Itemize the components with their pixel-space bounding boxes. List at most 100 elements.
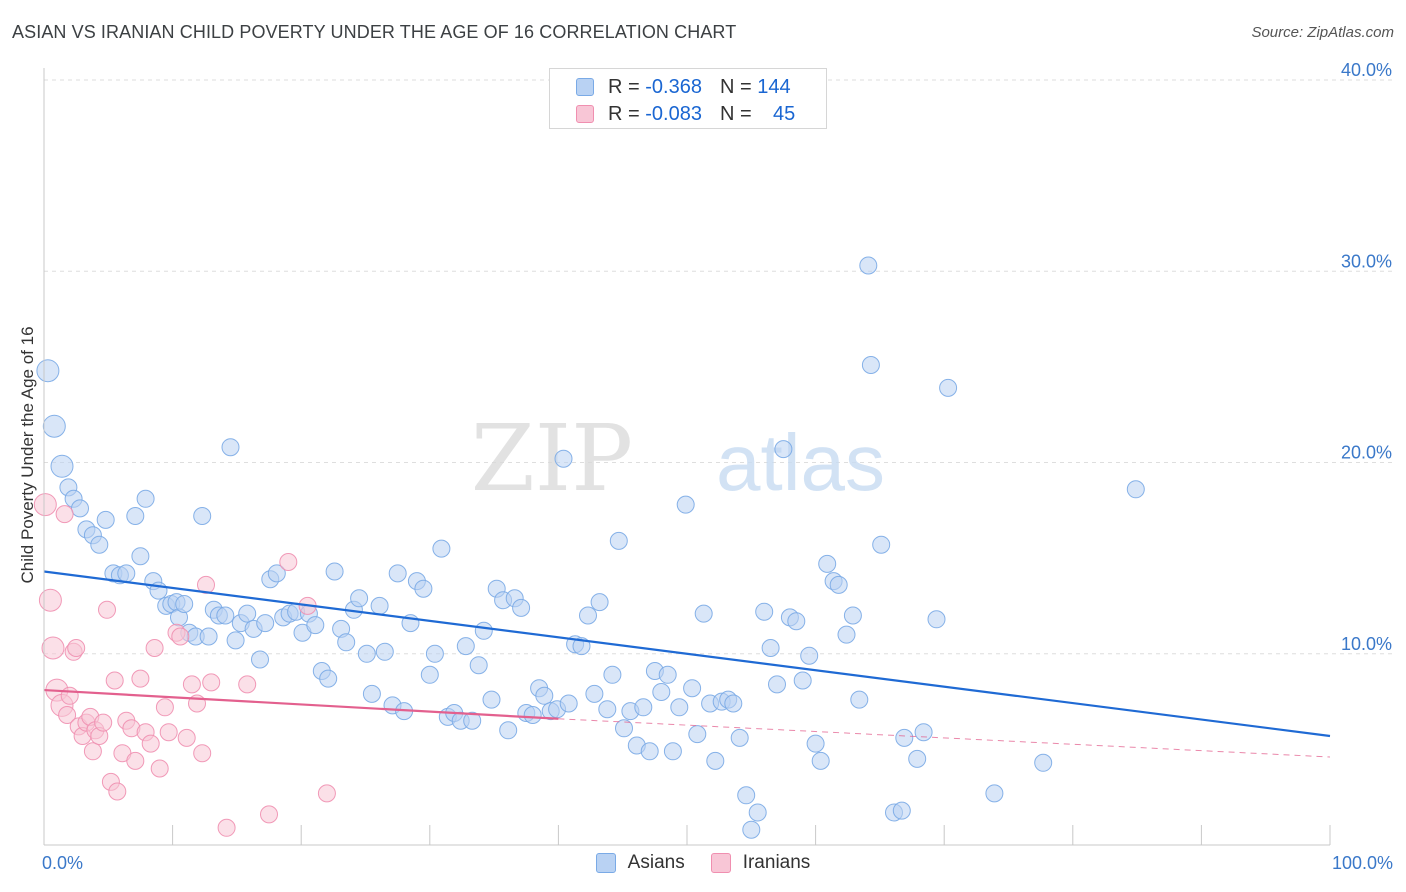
data-point-asians <box>221 438 240 457</box>
series-asians <box>36 256 1145 839</box>
data-point-asians <box>357 644 376 663</box>
data-point-asians <box>676 495 695 514</box>
legend-row-asians: R = -0.368 N = 144 <box>576 76 791 98</box>
data-point-asians <box>800 646 819 665</box>
data-point-asians <box>737 786 756 805</box>
data-point-asians <box>238 604 257 623</box>
data-point-asians <box>474 621 493 640</box>
data-point-asians <box>226 631 245 650</box>
data-point-asians <box>50 454 74 478</box>
legend-row-iranians: R = -0.083 N = 45 <box>576 103 795 125</box>
data-point-asians <box>724 694 743 713</box>
data-point-asians <box>535 686 554 705</box>
legend-n-label: N = <box>719 75 752 98</box>
data-point-iranians <box>41 636 65 660</box>
data-point-asians <box>859 256 878 275</box>
data-point-asians <box>663 742 682 761</box>
data-point-iranians <box>38 588 62 612</box>
data-point-asians <box>456 637 475 656</box>
series-legend-asians[interactable]: Asians <box>595 852 685 874</box>
data-point-asians <box>694 604 713 623</box>
grid-layer <box>44 79 1395 655</box>
data-point-asians <box>420 665 439 684</box>
data-point-asians <box>908 749 927 768</box>
data-point-iranians <box>141 734 160 753</box>
data-point-asians <box>319 669 338 688</box>
data-point-iranians <box>94 713 113 732</box>
data-point-asians <box>36 359 60 383</box>
data-point-asians <box>1126 480 1145 499</box>
series-label-iranians: Iranians <box>742 852 811 873</box>
data-point-asians <box>512 598 531 617</box>
legend-n-value-asians: 144 <box>757 75 791 98</box>
data-point-asians <box>768 675 786 694</box>
data-point-iranians <box>60 686 79 705</box>
data-point-iranians <box>202 673 221 692</box>
data-point-asians <box>554 449 573 468</box>
data-point-asians <box>914 723 933 742</box>
legend-r-label: R = <box>608 75 640 98</box>
legend-swatch-iranians <box>576 105 594 123</box>
data-point-asians <box>811 751 830 770</box>
legend-n-value-iranians: 45 <box>772 102 796 125</box>
data-point-asians <box>861 356 880 374</box>
data-point-asians <box>806 734 825 753</box>
data-point-asians <box>683 679 702 698</box>
trend-layer <box>43 570 1331 758</box>
data-point-asians <box>267 564 286 583</box>
data-point-iranians <box>55 505 74 524</box>
y-tick-label: 20.0% <box>1341 443 1392 463</box>
data-point-asians <box>193 507 212 525</box>
data-point-asians <box>362 684 381 703</box>
data-point-asians <box>590 593 609 612</box>
data-point-asians <box>761 639 780 657</box>
data-point-asians <box>706 751 725 770</box>
data-point-asians <box>432 539 451 558</box>
data-point-iranians <box>131 669 150 688</box>
data-point-asians <box>216 606 235 625</box>
x-tick-label-max: 100.0% <box>1332 853 1393 873</box>
data-point-iranians <box>317 784 336 803</box>
chart-title: ASIAN VS IRANIAN CHILD POVERTY UNDER THE… <box>12 22 737 42</box>
data-point-iranians <box>260 805 278 824</box>
data-point-asians <box>730 728 749 747</box>
x-tick-label-min: 0.0% <box>42 853 83 873</box>
data-point-asians <box>136 489 155 508</box>
data-point-iranians <box>108 782 127 801</box>
data-point-asians <box>640 742 659 761</box>
y-tick-label: 40.0% <box>1341 60 1392 80</box>
data-point-asians <box>175 595 194 613</box>
data-point-asians <box>199 627 218 646</box>
series-legend-iranians[interactable]: Iranians <box>710 852 811 874</box>
legend-swatch-asians <box>576 78 594 96</box>
data-point-asians <box>256 614 275 633</box>
data-point-asians <box>414 579 433 598</box>
data-point-asians <box>585 684 604 703</box>
data-point-asians <box>939 378 958 397</box>
data-point-asians <box>90 535 109 554</box>
data-point-iranians <box>217 818 236 837</box>
legend-r-value-iranians: -0.083 <box>645 102 702 125</box>
data-point-asians <box>370 596 389 615</box>
legend-r-label: R = <box>608 102 640 125</box>
data-point-asians <box>469 656 488 675</box>
data-point-asians <box>829 575 848 594</box>
y-tick-label: 10.0% <box>1341 634 1392 654</box>
watermark-zip: ZIP <box>471 405 633 512</box>
data-point-asians <box>42 414 66 438</box>
data-point-asians <box>117 564 136 583</box>
data-point-asians <box>787 612 806 631</box>
data-point-iranians <box>182 675 201 694</box>
axis-layer: 40.0% 30.0% 20.0% 10.0% 0.0% 100.0% <box>42 60 1393 873</box>
legend-n-label: N = <box>719 102 752 125</box>
stats-legend: R = -0.368 N = 144 R = -0.083 N = 45 <box>549 68 827 129</box>
data-point-asians <box>793 671 812 690</box>
data-point-iranians <box>58 706 77 724</box>
data-point-asians <box>71 499 89 518</box>
data-point-asians <box>337 633 356 652</box>
series-iranians <box>33 493 336 837</box>
data-point-asians <box>598 700 617 719</box>
data-point-iranians <box>193 744 212 763</box>
data-point-iranians <box>98 600 116 619</box>
